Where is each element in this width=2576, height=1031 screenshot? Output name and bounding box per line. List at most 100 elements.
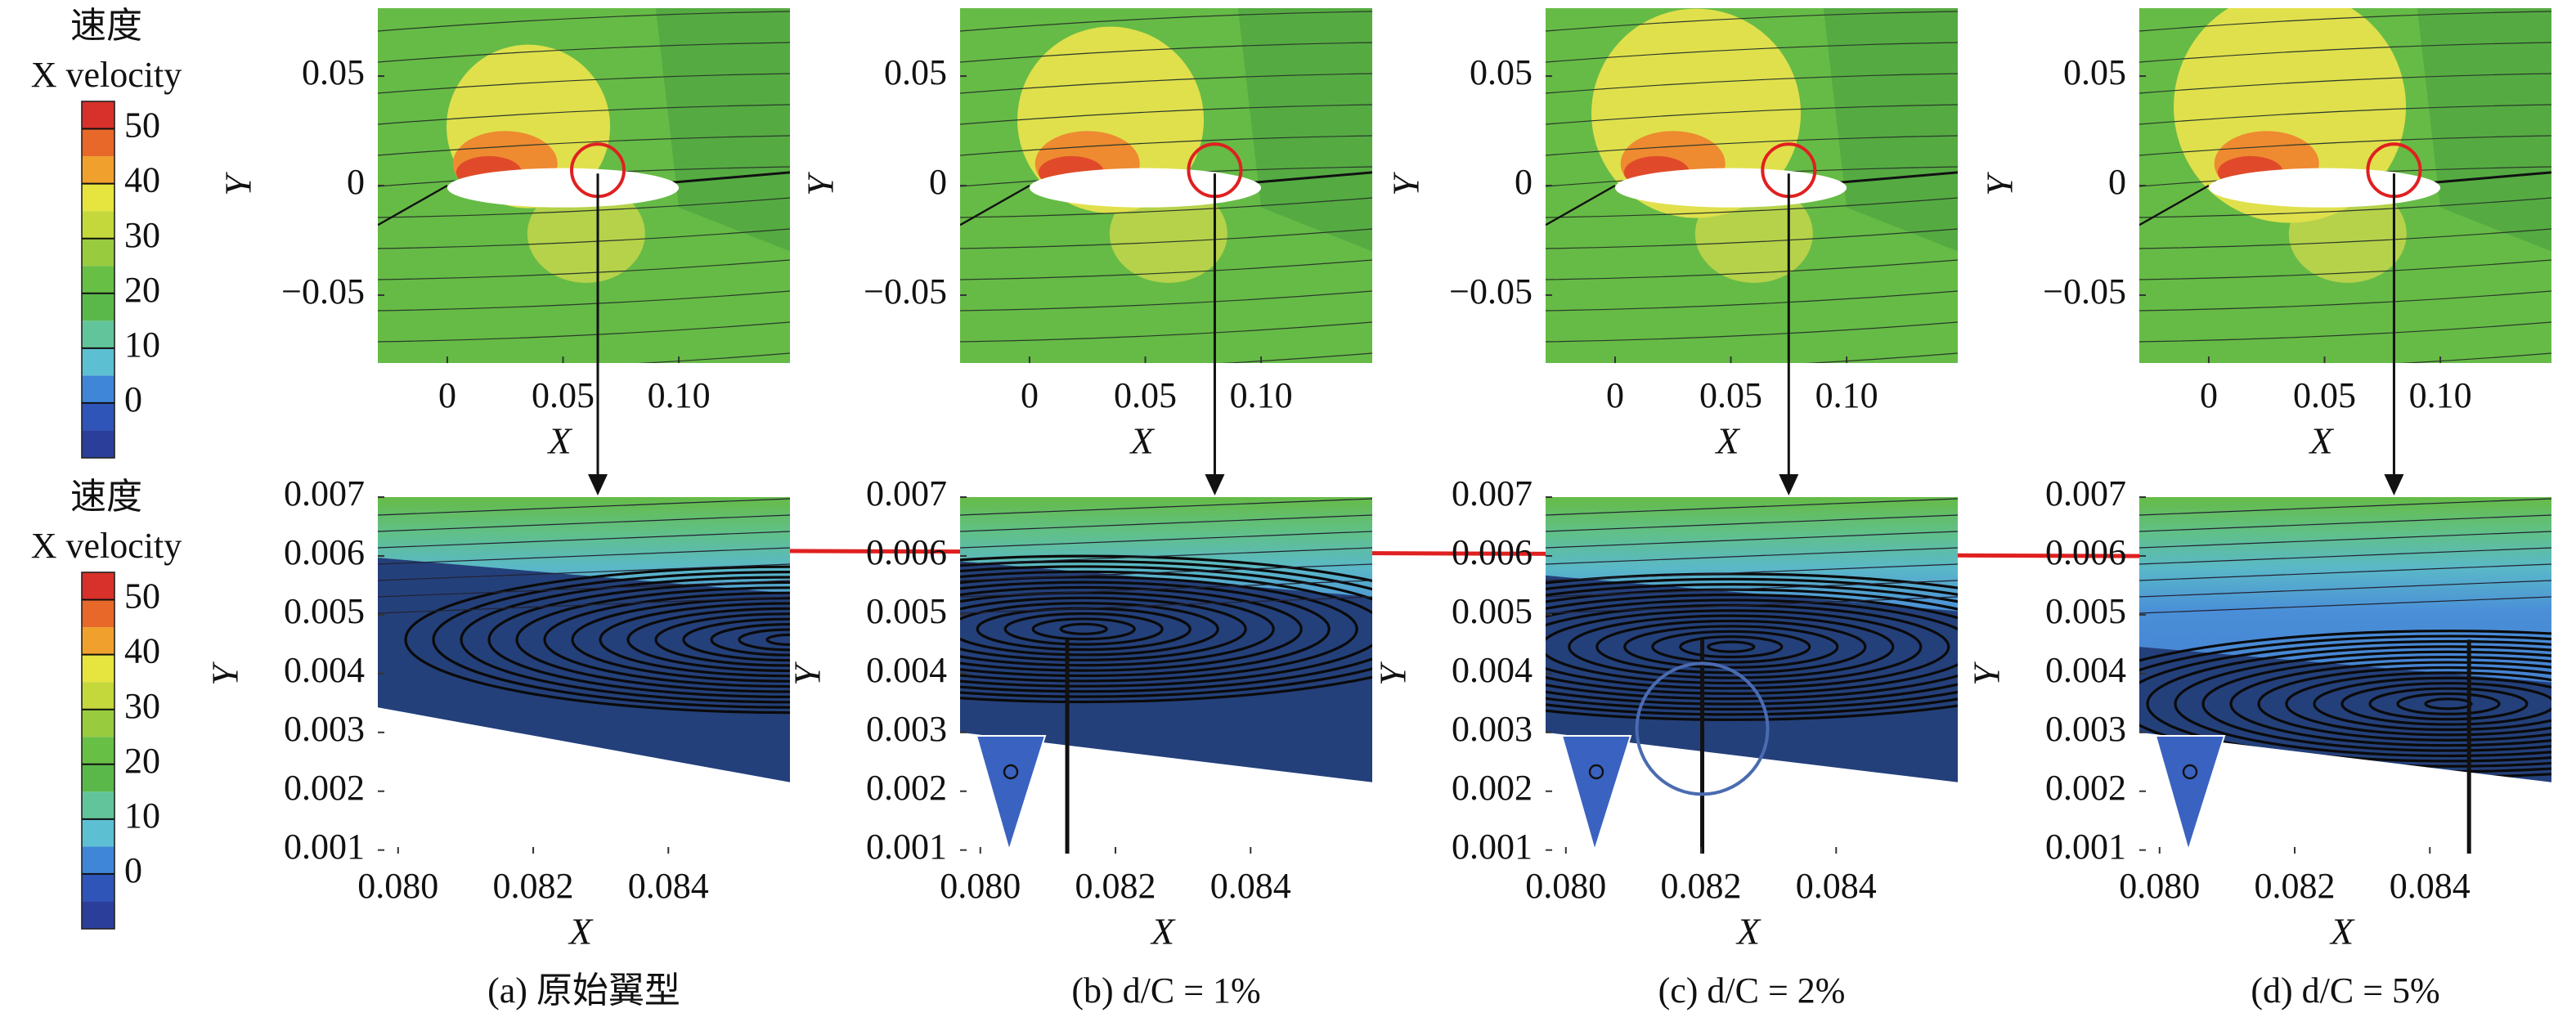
x-axis-label: X bbox=[1735, 911, 1761, 953]
streamline bbox=[1805, 352, 1958, 363]
y-tick-label: 0.003 bbox=[2045, 709, 2126, 749]
contour-field bbox=[960, 8, 1372, 363]
y-tick-label: 0.003 bbox=[866, 709, 947, 749]
streamline bbox=[432, 571, 790, 709]
color-band bbox=[82, 901, 114, 929]
color-band bbox=[82, 321, 114, 348]
streamline bbox=[2285, 671, 2551, 737]
contour-field bbox=[378, 497, 790, 854]
streamline bbox=[1546, 514, 1958, 532]
streamline bbox=[2146, 645, 2551, 763]
color-band bbox=[82, 654, 114, 683]
x-tick-label: 0.080 bbox=[2119, 866, 2200, 906]
streamline bbox=[571, 597, 790, 683]
wall bbox=[378, 707, 790, 854]
y-tick-label: 0.006 bbox=[284, 532, 365, 572]
y-tick-label: 0.005 bbox=[2045, 591, 2126, 631]
streamline bbox=[378, 11, 790, 32]
streamline bbox=[378, 259, 790, 280]
inset-vortex bbox=[2154, 735, 2226, 854]
streamline bbox=[960, 565, 1372, 693]
streamline bbox=[378, 498, 790, 516]
x-axis-label: X bbox=[2308, 420, 2334, 462]
y-tick-label: −0.05 bbox=[281, 271, 365, 312]
streamline bbox=[1546, 42, 1958, 63]
y-axis-label: Y bbox=[204, 661, 246, 686]
streamline bbox=[960, 514, 1372, 532]
colorbar-frame bbox=[81, 572, 115, 930]
color-band bbox=[82, 599, 114, 628]
streamline bbox=[960, 591, 1275, 667]
streamline bbox=[2139, 547, 2551, 565]
streamline bbox=[2139, 197, 2551, 218]
streamline bbox=[543, 591, 790, 688]
x-tick-label: 0 bbox=[2200, 375, 2218, 415]
colorbar-tick-label: 40 bbox=[124, 631, 160, 671]
y-tick-label: 0.006 bbox=[1452, 532, 1533, 572]
streamline bbox=[654, 612, 790, 667]
streamline bbox=[460, 576, 790, 704]
colorbar-title: X velocity bbox=[31, 55, 182, 95]
color-band bbox=[82, 572, 114, 600]
y-tick-label: 0.006 bbox=[2045, 532, 2126, 572]
streamline bbox=[2139, 290, 2551, 312]
colorbar-tick-label: 30 bbox=[124, 686, 160, 726]
x-tick-label: 0.10 bbox=[1815, 375, 1878, 415]
x-tick-label: 0.10 bbox=[648, 375, 711, 415]
y-tick-label: 0.002 bbox=[866, 768, 947, 808]
caption: (c) d/C = 2% bbox=[1658, 970, 1846, 1011]
streamline bbox=[1546, 563, 1958, 581]
y-tick-label: 0.004 bbox=[2045, 650, 2126, 690]
y-tick-label: 0.007 bbox=[866, 473, 947, 513]
color-band bbox=[82, 347, 114, 376]
x-tick-label: 0.05 bbox=[2293, 375, 2356, 415]
color-band bbox=[82, 238, 114, 267]
streamline bbox=[2139, 42, 2551, 63]
streamline bbox=[1546, 580, 1958, 598]
streamline bbox=[378, 104, 790, 125]
streamline bbox=[378, 197, 790, 218]
contour-field bbox=[1546, 8, 1958, 363]
streamline bbox=[710, 623, 790, 657]
colorbar-tick-label: 10 bbox=[124, 796, 160, 836]
y-tick-label: 0.05 bbox=[884, 52, 947, 92]
y-tick-label: 0.004 bbox=[284, 650, 365, 690]
x-axis-label: X bbox=[1150, 911, 1176, 953]
y-axis-label: Y bbox=[1979, 172, 2021, 196]
highlight-circle bbox=[1635, 661, 1770, 796]
streamline bbox=[2139, 596, 2551, 614]
streamline bbox=[2396, 692, 2501, 715]
streamline bbox=[2229, 661, 2551, 747]
streamline bbox=[960, 104, 1372, 125]
streamline bbox=[1651, 630, 1811, 664]
streamline bbox=[1546, 583, 1958, 711]
y-axis-label: Y bbox=[1372, 661, 1414, 686]
streamline bbox=[2201, 656, 2551, 752]
x-tick-label: 0.082 bbox=[1075, 866, 1156, 906]
caption: (a) 原始翼型 bbox=[487, 970, 680, 1011]
inset-vortex bbox=[1003, 764, 1019, 780]
y-tick-label: 0.001 bbox=[2045, 827, 2126, 867]
x-tick-label: 0.10 bbox=[1230, 375, 1293, 415]
streamline bbox=[1546, 184, 1616, 226]
inset-vortex bbox=[1588, 764, 1604, 780]
color-band bbox=[82, 846, 114, 874]
streamline bbox=[960, 547, 1372, 565]
streamline bbox=[960, 259, 1372, 280]
color-band bbox=[82, 709, 114, 737]
x-axis-label: X bbox=[1129, 420, 1155, 462]
airfoil bbox=[2208, 168, 2441, 208]
y-tick-label: 0.05 bbox=[302, 52, 365, 92]
colorbar-tick-label: 50 bbox=[124, 576, 160, 616]
streamline bbox=[1546, 598, 1958, 695]
color-band bbox=[82, 211, 114, 239]
y-tick-label: 0 bbox=[2108, 162, 2126, 202]
y-tick-label: 0 bbox=[1515, 162, 1533, 202]
streamline bbox=[960, 602, 1219, 657]
streamline bbox=[2139, 184, 2210, 226]
contour-field bbox=[1546, 497, 1958, 854]
contour-field bbox=[2139, 497, 2551, 854]
y-axis-label: Y bbox=[800, 172, 841, 196]
x-tick-label: 0.080 bbox=[357, 866, 438, 906]
streamline bbox=[1546, 104, 1958, 125]
